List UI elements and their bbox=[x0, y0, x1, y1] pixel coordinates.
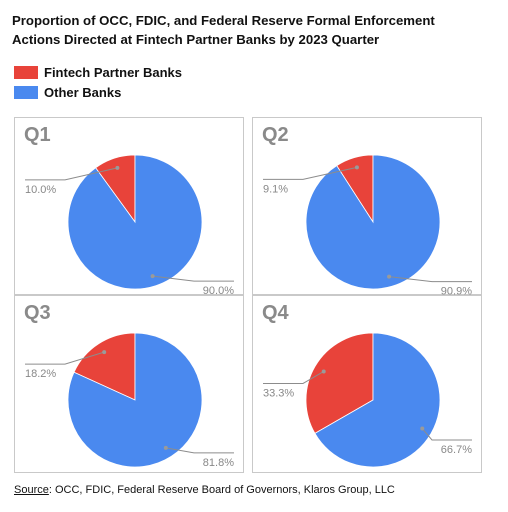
leader-dot-fintech-q2 bbox=[354, 165, 359, 170]
leader-line-fintech-q1 bbox=[25, 167, 118, 181]
pie-panel-q4: Q4 33.3% 66.7% bbox=[252, 295, 482, 473]
pie-title-q3: Q3 bbox=[24, 302, 51, 324]
chart-title-line-2: Actions Directed at Fintech Partner Bank… bbox=[12, 32, 380, 47]
leader-line-other-q4 bbox=[421, 428, 472, 441]
slice-label-other-q1: 90.0% bbox=[203, 285, 234, 296]
pie-panel-q1: Q1 10.0% 90.0% bbox=[14, 117, 244, 296]
pie-panel-q3: Q3 18.2% 81.8% bbox=[14, 295, 244, 473]
leader-dot-fintech-q3 bbox=[102, 350, 107, 355]
pie-slice-other-q2 bbox=[305, 154, 441, 290]
pie-chart-q4: 33.3% 66.7% bbox=[263, 332, 472, 468]
leader-line-fintech-q2 bbox=[263, 166, 358, 180]
chart-title-line-1: Proportion of OCC, FDIC, and Federal Res… bbox=[12, 13, 435, 28]
source-text: : OCC, FDIC, Federal Reserve Board of Go… bbox=[48, 484, 395, 496]
chart-title: Proportion of OCC, FDIC, and Federal Res… bbox=[12, 11, 492, 49]
legend-swatch-other bbox=[14, 85, 38, 99]
pie-title-q4: Q4 bbox=[262, 302, 289, 324]
legend-label-fintech: Fintech Partner Banks bbox=[44, 64, 182, 80]
leader-dot-other-q3 bbox=[163, 445, 168, 450]
leader-line-other-q1 bbox=[152, 275, 234, 282]
legend-label-other: Other Banks bbox=[44, 84, 122, 100]
slice-label-other-q2: 90.9% bbox=[441, 286, 472, 296]
leader-dot-fintech-q4 bbox=[321, 369, 326, 374]
leader-line-fintech-q4 bbox=[263, 371, 324, 384]
slice-label-fintech-q4: 33.3% bbox=[263, 387, 294, 399]
legend-swatch-fintech bbox=[14, 65, 38, 79]
leader-dot-other-q4 bbox=[420, 426, 425, 431]
slice-label-fintech-q2: 9.1% bbox=[263, 183, 288, 195]
pie-slice-other-q1 bbox=[67, 154, 203, 290]
source-label: Source bbox=[14, 484, 49, 496]
pie-slice-fintech-q3 bbox=[73, 332, 136, 401]
pie-slice-fintech-q4 bbox=[305, 332, 374, 434]
legend-item-other: Other Banks bbox=[14, 83, 182, 101]
pie-panel-q2: Q2 9.1% 90.9% bbox=[252, 117, 482, 296]
slice-label-other-q3: 81.8% bbox=[203, 457, 234, 469]
leader-line-other-q2 bbox=[389, 276, 472, 283]
source-note: Source: OCC, FDIC, Federal Reserve Board… bbox=[14, 484, 395, 496]
leader-dot-fintech-q1 bbox=[115, 165, 120, 170]
pie-title-q1: Q1 bbox=[24, 124, 51, 146]
legend-item-fintech: Fintech Partner Banks bbox=[14, 63, 182, 81]
slice-label-fintech-q3: 18.2% bbox=[25, 368, 56, 380]
pie-slice-other-q3 bbox=[67, 332, 203, 468]
slice-label-fintech-q1: 10.0% bbox=[25, 184, 56, 196]
pie-chart-q1: 10.0% 90.0% bbox=[25, 154, 234, 296]
pie-chart-q3: 18.2% 81.8% bbox=[25, 332, 234, 469]
leader-line-fintech-q3 bbox=[25, 351, 105, 365]
legend: Fintech Partner Banks Other Banks bbox=[14, 63, 182, 103]
leader-dot-other-q1 bbox=[150, 274, 155, 279]
slice-label-other-q4: 66.7% bbox=[441, 444, 472, 456]
leader-dot-other-q2 bbox=[387, 274, 392, 279]
pie-slice-other-q4 bbox=[314, 332, 441, 468]
pie-chart-q2: 9.1% 90.9% bbox=[263, 154, 472, 296]
leader-line-other-q3 bbox=[165, 447, 234, 454]
pie-title-q2: Q2 bbox=[262, 124, 289, 146]
